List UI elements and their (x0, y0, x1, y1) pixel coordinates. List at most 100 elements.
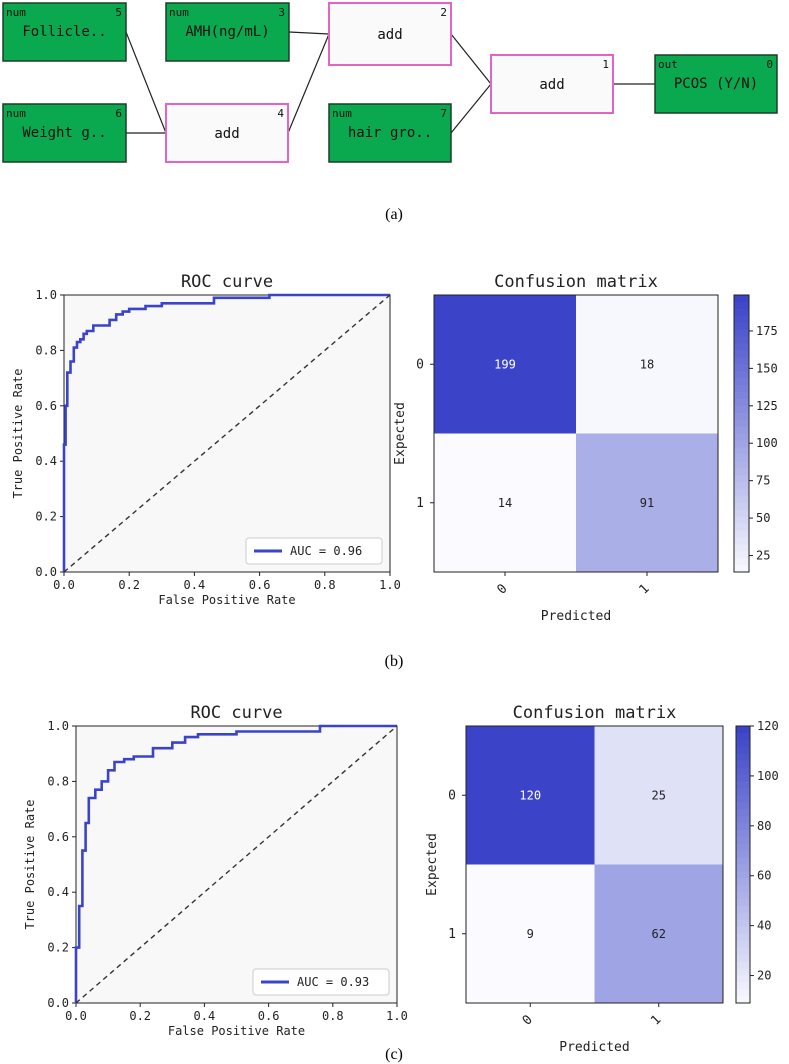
node-box-n6 (2, 103, 127, 163)
colorbar-segment (734, 426, 749, 435)
node-box-n5 (2, 2, 127, 62)
node-kind-n6: num (6, 107, 26, 120)
colorbar-segment (736, 850, 750, 859)
cm-frame (433, 294, 719, 573)
confusion-matrix-b: 199 18 14 91 0 1 0 1 Confusion matrix Predicted Ex… (393, 272, 778, 624)
colorbar-tick-label: 125 (756, 399, 778, 413)
node-n3: num 3 AMH(ng/mL) (165, 2, 290, 62)
colorbar-segment (734, 481, 749, 490)
colorbar-segment (734, 461, 749, 469)
node-n6: num 6 Weight g.. (2, 103, 127, 163)
cm-cell-value: 199 (494, 357, 516, 371)
x-tick-label: 0.8 (322, 1009, 344, 1023)
colorbar-segment (734, 558, 749, 566)
chance-line (75, 725, 398, 1004)
colorbar: 20 40 60 80 100 120 (735, 719, 779, 1004)
colorbar-tick-label: 150 (756, 361, 778, 375)
node-box-n3 (165, 2, 290, 62)
colorbar-segment (736, 906, 750, 914)
y-tick-label: 0.4 (35, 454, 57, 468)
node-index-n4: 4 (277, 107, 284, 120)
cm-x-tick-label: 1 (648, 1012, 664, 1028)
colorbar-tick-label: 120 (757, 719, 779, 733)
colorbar-segment (736, 919, 750, 928)
roc-title: ROC curve (181, 272, 273, 292)
node-box-n1 (490, 54, 614, 114)
y-tick-label: 0.0 (47, 996, 69, 1010)
x-tick-label: 0.2 (118, 578, 140, 592)
colorbar-segment (736, 857, 750, 866)
colorbar-segment (734, 364, 749, 372)
colorbar-segment (734, 440, 749, 448)
x-tick-label: 0.8 (314, 578, 336, 592)
colorbar-segment (734, 322, 749, 331)
colorbar-segment (736, 753, 750, 762)
colorbar-segment (736, 892, 750, 900)
cm-x-tick-label: 0 (520, 1012, 536, 1028)
colorbar-segment (734, 405, 749, 414)
confusion-matrix-c: 120 25 9 62 0 1 0 1 Confusion matrix Predicted Exp… (425, 703, 779, 1055)
cm-cell (594, 726, 723, 865)
cm-frame (465, 725, 724, 1004)
roc-curve-line (74, 724, 397, 1003)
node-box-n0 (654, 54, 778, 114)
x-tick-label: 1.0 (379, 578, 401, 592)
colorbar-frame (735, 725, 751, 1004)
node-label-n7: hair gro.. (348, 125, 432, 141)
colorbar-segment (734, 544, 749, 552)
colorbar-segment (736, 864, 750, 873)
colorbar-segment (736, 989, 750, 997)
node-label-n4: add (214, 126, 239, 142)
x-tick-label: 0.4 (184, 578, 206, 592)
colorbar-segment (734, 537, 749, 545)
colorbar-segment (734, 433, 749, 442)
node-n0: out 0 PCOS (Y/N) (654, 54, 778, 114)
roc-legend: AUC = 0.93 (252, 968, 390, 996)
caption-a: (a) (385, 206, 403, 223)
colorbar-frame (733, 294, 750, 573)
legend-label: AUC = 0.93 (297, 975, 369, 989)
edge-n5-n4 (125, 31, 167, 134)
edge-n3-n2 (288, 31, 330, 35)
cm-y-tick-label: 1 (448, 927, 456, 942)
colorbar-segment (734, 530, 749, 538)
colorbar-segment (736, 982, 750, 990)
node-index-n1: 1 (602, 58, 609, 71)
colorbar-tick-label: 20 (757, 969, 771, 983)
cm-ylabel: Expected (425, 833, 440, 896)
colorbar-tick-label: 60 (757, 869, 771, 883)
colorbar-segment (734, 516, 749, 525)
colorbar-segment (736, 843, 750, 852)
expression-tree-diagram: num 5 Follicle.. num 3 AMH(ng/mL) 2 add 1 add out 0… (2, 2, 778, 163)
colorbar: 25 50 75 100 125 150 175 (733, 294, 778, 573)
y-tick-label: 0.2 (47, 941, 69, 955)
colorbar-segment (736, 822, 750, 831)
colorbar-segment (734, 336, 749, 345)
colorbar-segment (736, 940, 750, 949)
colorbar-segment (734, 295, 749, 303)
cm-cell-value: 91 (640, 496, 654, 510)
cm-title: Confusion matrix (513, 703, 677, 723)
cm-cell (434, 295, 576, 434)
colorbar-tick-label: 50 (756, 511, 770, 525)
y-tick-label: 0.4 (47, 885, 69, 899)
colorbar-segment (736, 871, 750, 879)
colorbar-segment (736, 788, 750, 796)
colorbar-segment (736, 726, 750, 734)
legend-box (245, 537, 383, 565)
node-box-n7 (328, 103, 452, 163)
node-box-n2 (328, 2, 452, 66)
cm-xlabel: Predicted (559, 1040, 629, 1055)
roc-plot-area (63, 294, 391, 573)
y-tick-label: 0.6 (47, 830, 69, 844)
roc-title: ROC curve (190, 703, 282, 723)
node-label-n3: AMH(ng/mL) (185, 24, 269, 40)
node-index-n3: 3 (278, 6, 285, 19)
colorbar-segment (736, 899, 750, 907)
colorbar-segment (736, 746, 750, 755)
cm-cell (466, 864, 595, 1003)
colorbar-segment (736, 975, 750, 983)
cm-cell-value: 62 (652, 927, 666, 941)
colorbar-segment (734, 454, 749, 462)
cm-cell-value: 120 (519, 788, 541, 802)
